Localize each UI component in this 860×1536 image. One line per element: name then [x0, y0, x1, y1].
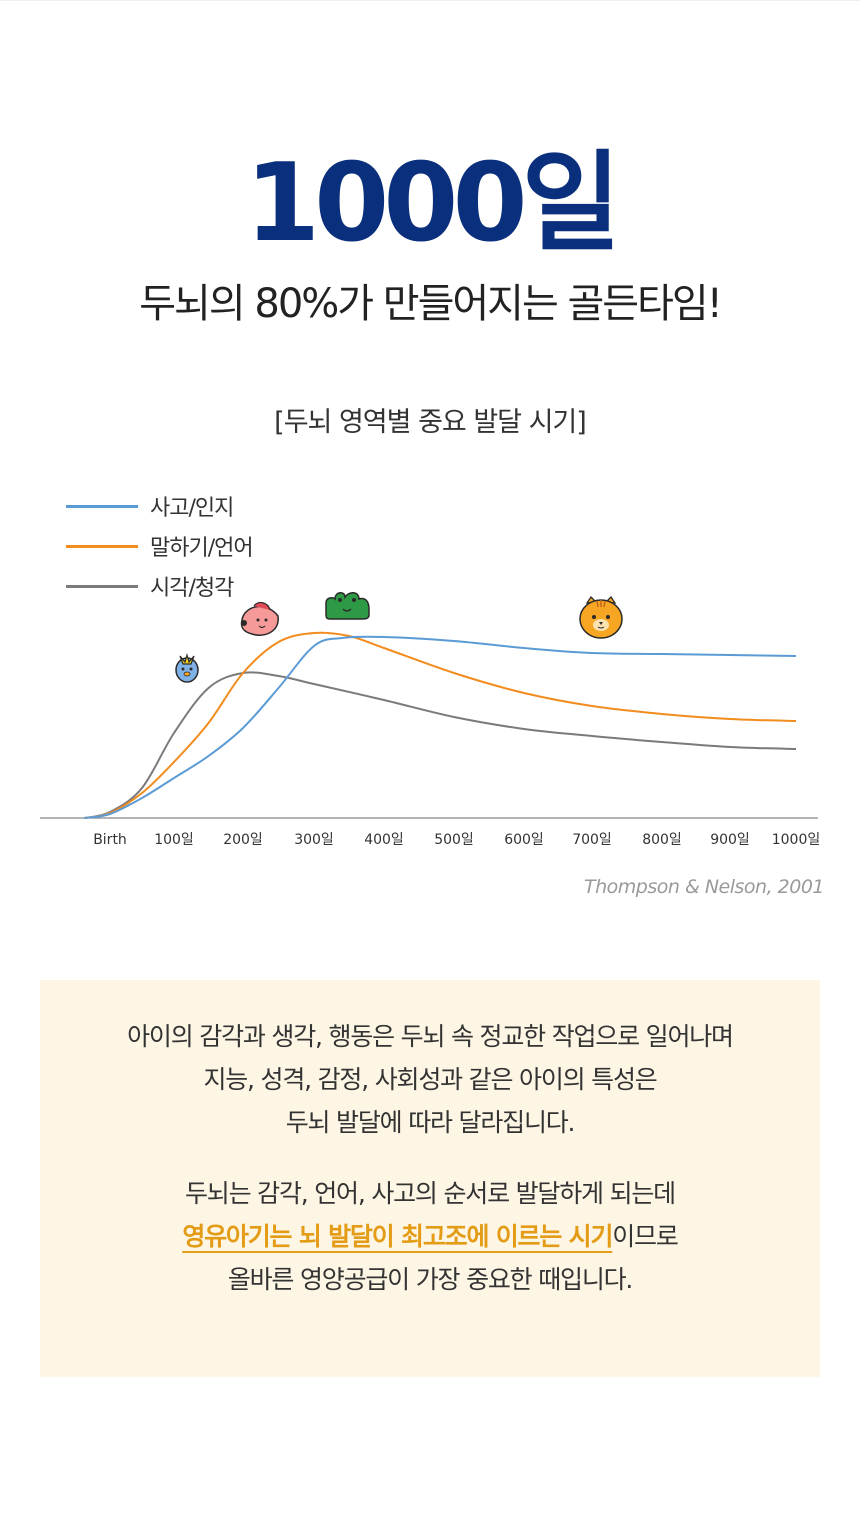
info-text-fragment: 이므로: [612, 1222, 679, 1251]
info-text-line: 두뇌는 감각, 언어, 사고의 순서로 발달하게 되는데: [185, 1179, 676, 1208]
pink-fish-character-icon: [240, 601, 279, 636]
x-tick-label: 200일: [223, 832, 263, 848]
x-tick-label: Birth: [93, 832, 127, 848]
legend-swatch-thinking: [66, 504, 138, 508]
x-tick-label: 700일: [572, 832, 612, 848]
series-layer: [84, 631, 797, 819]
chart-legend: 사고/인지 말하기/언어 시각/청각: [66, 486, 254, 606]
development-chart: Birth 100일 200일 300일 400일 500일 600일 700일 800일 900…: [40, 592, 820, 848]
series-line-thinking: [84, 635, 797, 819]
legend-item-thinking: 사고/인지: [66, 486, 253, 526]
hero-title: 1000일: [245, 141, 621, 266]
green-crocodile-character-icon: [325, 592, 370, 620]
hero-subtitle: 두뇌의 80%가 만들어지는 골든타임!: [139, 281, 723, 327]
chart-caption: [두뇌 영역별 중요 발달 시기]: [274, 407, 587, 438]
legend-item-senses: 시각/청각: [66, 566, 253, 606]
top-divider: [0, 0, 860, 1]
info-text-line: 아이의 감각과 생각, 행동은 두뇌 속 정교한 작업으로 일어나며: [127, 1022, 734, 1051]
x-tick-label: 100일: [154, 832, 194, 848]
x-tick-label: 900일: [710, 832, 750, 848]
x-tick-label: 400일: [364, 832, 404, 848]
x-tick-label: 600일: [504, 832, 544, 848]
legend-label-thinking: 사고/인지: [150, 496, 234, 521]
legend-swatch-language: [66, 544, 138, 548]
info-paragraph-2: 두뇌는 감각, 언어, 사고의 순서로 발달하게 되는데 영유아기는 뇌 발달이…: [40, 1172, 820, 1301]
series-line-senses: [84, 671, 797, 819]
x-tick-label: 500일: [434, 832, 474, 848]
x-tick-label: 1000일: [772, 832, 821, 848]
info-box: 아이의 감각과 생각, 행동은 두뇌 속 정교한 작업으로 일어나며 지능, 성…: [40, 980, 820, 1377]
series-line-language: [84, 631, 797, 819]
legend-label-language: 말하기/언어: [150, 536, 254, 561]
x-tick-label: 300일: [294, 832, 334, 848]
highlight-text: 영유아기는 뇌 발달이 최고조에 이르는 시기: [182, 1222, 613, 1251]
legend-label-senses: 시각/청각: [150, 576, 234, 601]
orange-tiger-character-icon: [579, 595, 623, 639]
legend-swatch-senses: [66, 584, 138, 588]
x-tick-labels: Birth 100일 200일 300일 400일 500일 600일 700일 800일 900…: [93, 832, 820, 848]
x-tick-label: 800일: [642, 832, 682, 848]
legend-item-language: 말하기/언어: [66, 526, 254, 566]
info-paragraph-1: 아이의 감각과 생각, 행동은 두뇌 속 정교한 작업으로 일어나며 지능, 성…: [40, 1015, 820, 1144]
info-text-line-highlight: 영유아기는 뇌 발달이 최고조에 이르는 시기이므로: [40, 1215, 820, 1258]
info-text-line: 두뇌 발달에 따라 달라집니다.: [285, 1108, 576, 1137]
blue-bird-character-icon: [175, 652, 199, 683]
info-text-line: 올바른 영양공급이 가장 중요한 때입니다.: [227, 1265, 634, 1294]
chart-source-citation: Thompson & Nelson, 2001: [584, 876, 824, 898]
info-text-line: 지능, 성격, 감정, 사회성과 같은 아이의 특성은: [203, 1065, 657, 1094]
